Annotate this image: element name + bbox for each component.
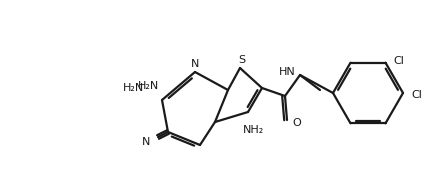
Text: O: O [292, 118, 301, 128]
Text: N: N [142, 137, 150, 147]
Text: Cl: Cl [393, 56, 404, 66]
Text: Cl: Cl [411, 90, 422, 100]
Text: HN: HN [279, 67, 296, 77]
Text: H₂N: H₂N [138, 81, 159, 91]
Text: N: N [191, 59, 199, 69]
Text: S: S [238, 55, 246, 65]
Text: H₂N: H₂N [123, 83, 144, 93]
Text: NH₂: NH₂ [242, 125, 264, 135]
